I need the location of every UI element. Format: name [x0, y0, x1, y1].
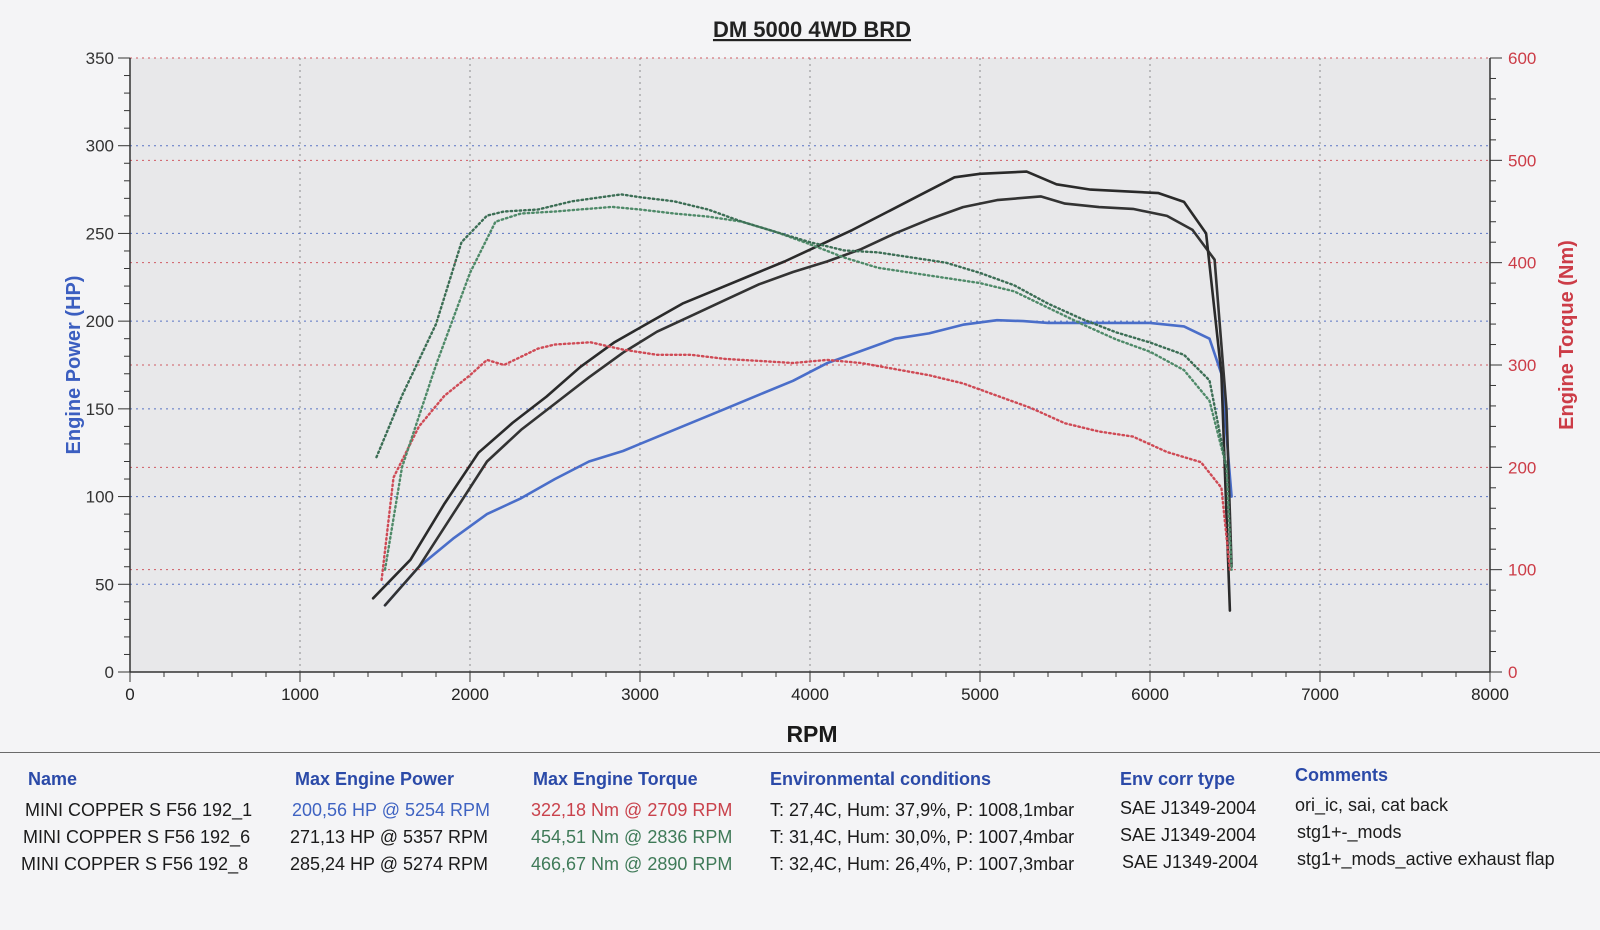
row2-max-torque: 454,51 Nm @ 2836 RPM: [531, 827, 733, 847]
y2-tick-label: 300: [1508, 356, 1536, 375]
y2-tick-label: 0: [1508, 663, 1517, 682]
row2-name: MINI COPPER S F56 192_6: [23, 827, 251, 847]
y2-tick-label: 600: [1508, 49, 1536, 68]
y-tick-label: 100: [86, 488, 114, 507]
y-tick-label: 300: [86, 137, 114, 156]
series-line-power-1: [383, 318, 1233, 607]
row2-env: T: 31,4C, Hum: 30,0%, P: 1007,4mbar: [770, 827, 1075, 847]
results-table: Name Max Engine Power Max Engine Torque …: [0, 752, 1600, 923]
row3-env-corr: SAE J1349-2004: [1122, 852, 1259, 872]
row1-name: MINI COPPER S F56 192_1: [25, 800, 253, 820]
x-tick-label: 6000: [1131, 685, 1169, 704]
y2-tick-label: 400: [1508, 254, 1536, 273]
row1-max-power: 200,56 HP @ 5254 RPM: [292, 800, 491, 820]
series-line-power-3: [371, 170, 1232, 612]
row3-comments: stg1+_mods_active exhaust flap: [1297, 849, 1555, 869]
x-tick-label: 5000: [961, 685, 999, 704]
row2-comments: stg1+-_mods: [1297, 822, 1402, 842]
x-axis-label: RPM: [786, 721, 837, 747]
row1-max-torque: 322,18 Nm @ 2709 RPM: [531, 800, 733, 820]
header-name: Name: [28, 769, 78, 789]
y2-tick-label: 100: [1508, 561, 1536, 580]
header-env-corr: Env corr type: [1120, 769, 1236, 789]
row3-name: MINI COPPER S F56 192_8: [21, 854, 249, 874]
y-tick-label: 250: [86, 224, 114, 243]
axes: 0 1000 2000 3000 4000 5000 6000 7000 80000501001…: [86, 49, 1537, 704]
y-tick-label: 50: [95, 575, 114, 594]
row3-max-power: 285,24 HP @ 5274 RPM: [290, 854, 489, 874]
y-tick-label: 350: [86, 49, 114, 68]
row2-env-corr: SAE J1349-2004: [1120, 825, 1257, 845]
header-comments: Comments: [1295, 765, 1389, 785]
x-tick-label: 3000: [621, 685, 659, 704]
row1-env: T: 27,4C, Hum: 37,9%, P: 1008,1mbar: [770, 800, 1075, 820]
row1-env-corr: SAE J1349-2004: [1120, 798, 1257, 818]
dyno-chart: 0 1000 2000 3000 4000 5000 6000 7000 80000501001…: [63, 17, 1578, 747]
series-layer: [371, 170, 1233, 612]
header-max-power: Max Engine Power: [295, 769, 455, 789]
x-tick-label: 4000: [791, 685, 829, 704]
series-line-torque-4: [380, 341, 1232, 582]
y2-tick-label: 200: [1508, 458, 1536, 477]
y2-tick-label: 500: [1508, 151, 1536, 170]
grid-lines: [130, 57, 1490, 672]
x-tick-label: 7000: [1301, 685, 1339, 704]
y-tick-label: 0: [105, 663, 114, 682]
row1-comments: ori_ic, sai, cat back: [1295, 795, 1449, 815]
row3-env: T: 32,4C, Hum: 26,4%, P: 1007,3mbar: [770, 854, 1075, 874]
y-tick-label: 150: [86, 400, 114, 419]
chart-title: DM 5000 4WD BRD: [713, 17, 911, 42]
x-tick-label: 8000: [1471, 685, 1509, 704]
row2-max-power: 271,13 HP @ 5357 RPM: [290, 827, 489, 847]
series-line-power-2: [383, 195, 1233, 607]
x-tick-label: 0: [125, 685, 134, 704]
row3-max-torque: 466,67 Nm @ 2890 RPM: [531, 854, 733, 874]
x-tick-label: 2000: [451, 685, 489, 704]
y-tick-label: 200: [86, 312, 114, 331]
y-axis-label: Engine Power (HP): [63, 276, 85, 455]
x-tick-label: 1000: [281, 685, 319, 704]
header-env: Environmental conditions: [770, 769, 992, 789]
y2-axis-label: Engine Torque (Nm): [1556, 240, 1578, 430]
series-line-torque-5: [383, 205, 1233, 571]
header-max-torque: Max Engine Torque: [533, 769, 698, 789]
series-line-torque-6: [375, 193, 1228, 469]
